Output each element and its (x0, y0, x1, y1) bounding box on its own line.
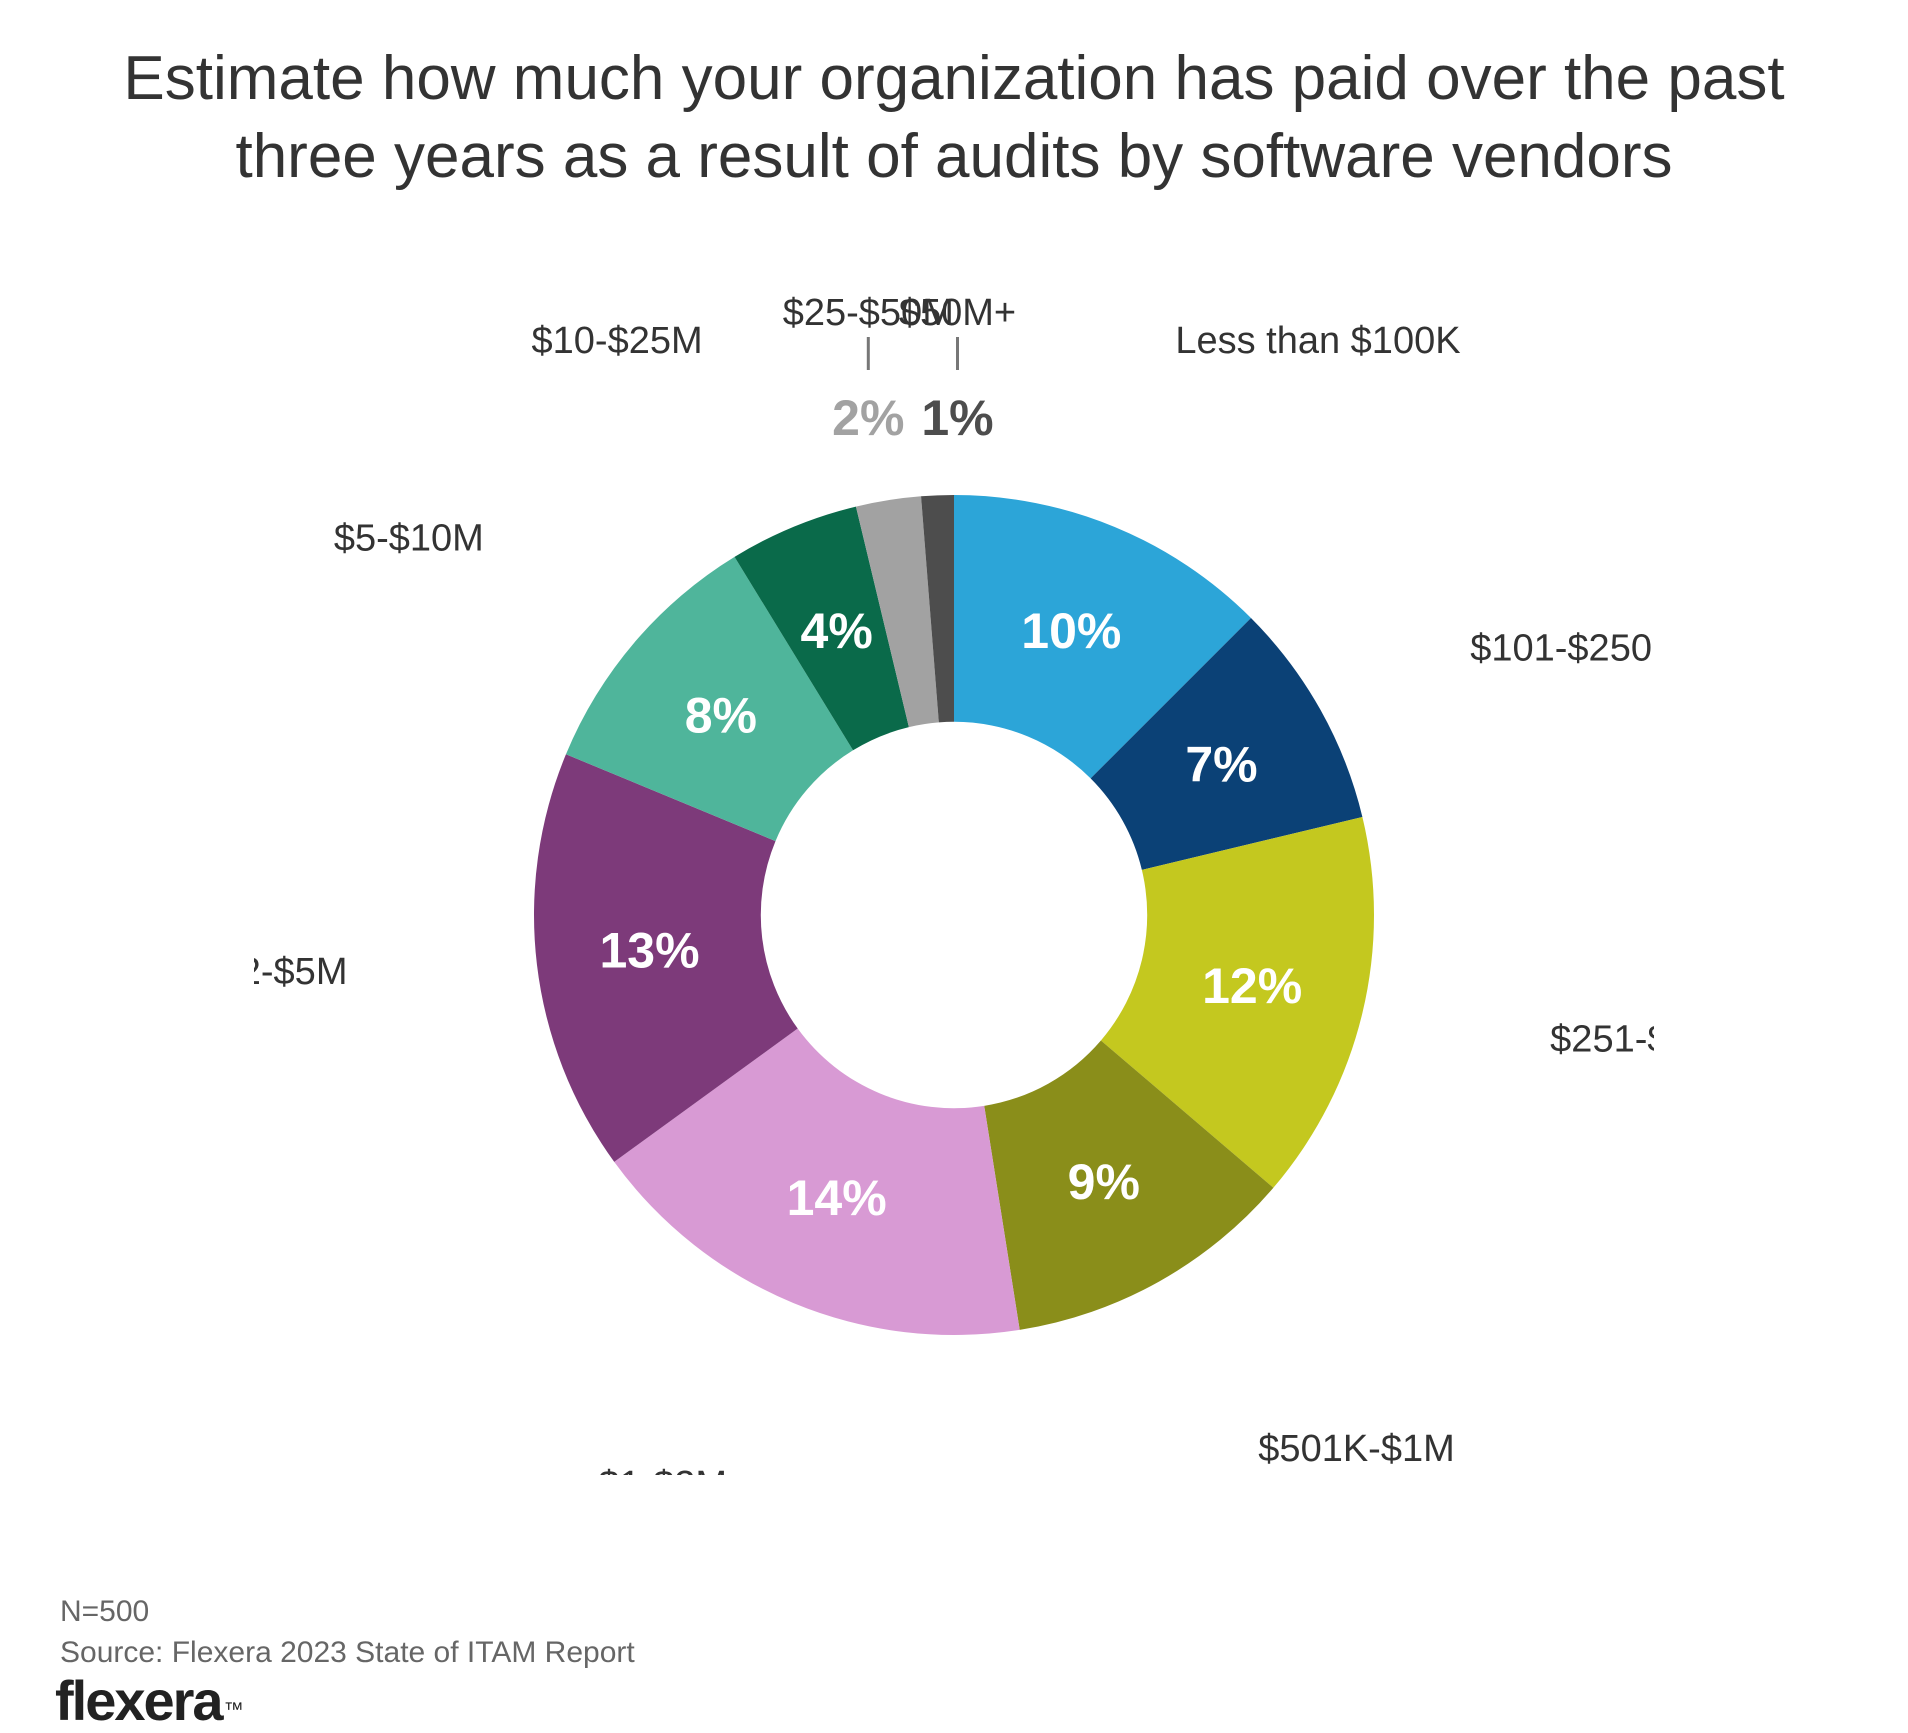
footnote-source: Source: Flexera 2023 State of ITAM Repor… (60, 1633, 635, 1674)
footnotes: N=500 Source: Flexera 2023 State of ITAM… (60, 1592, 635, 1673)
flexera-logo: flexera™ (55, 1668, 240, 1733)
slice-value: 13% (599, 923, 699, 979)
slice-label: $5-$10M (334, 517, 484, 559)
slice-value: 9% (1068, 1154, 1140, 1210)
slice-label: $501K-$1M (1258, 1428, 1454, 1470)
slice-value: 1% (921, 390, 993, 446)
slice-value: 8% (685, 687, 757, 743)
slice-label: $251-$500K (1550, 1019, 1654, 1061)
slice-value: 4% (801, 603, 873, 659)
slice-value: 14% (787, 1170, 887, 1226)
slice-value: 2% (832, 390, 904, 446)
chart-container: 10% 7% 12% 9% 14% 13% 8% 4% Less than $100K $101-… (60, 225, 1848, 1475)
chart-title: Estimate how much your organization has … (60, 40, 1848, 195)
slice-label: $10-$25M (532, 320, 703, 362)
logo-text: flexera (55, 1669, 222, 1732)
slice-label: $50M+ (899, 292, 1016, 334)
slice-label: Less than $100K (1175, 320, 1460, 362)
logo-tm: ™ (224, 1699, 242, 1721)
slice-label: $101-$250K (1470, 628, 1654, 670)
slice-value: 10% (1021, 603, 1121, 659)
slice-label: $2-$5M (254, 951, 347, 993)
donut-chart: 10% 7% 12% 9% 14% 13% 8% 4% Less than $100K $101-… (254, 225, 1654, 1475)
slice-value: 7% (1185, 737, 1257, 793)
slice-value: 12% (1202, 958, 1302, 1014)
slice-label: $1-$2M (598, 1464, 727, 1475)
footnote-n: N=500 (60, 1592, 635, 1633)
page: Estimate how much your organization has … (0, 0, 1908, 1733)
